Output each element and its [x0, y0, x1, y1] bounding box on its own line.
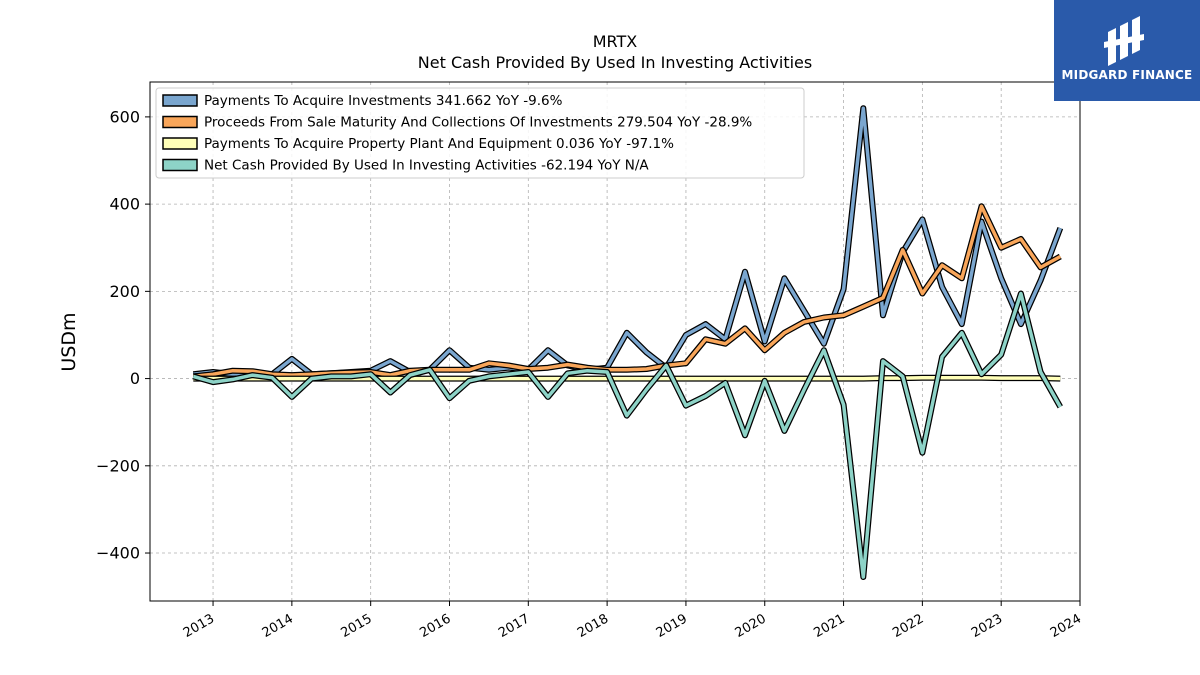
series-line	[192, 291, 1062, 579]
legend-swatch	[162, 115, 198, 129]
x-tick-label: 2019	[654, 611, 690, 641]
legend-entry: Proceeds From Sale Maturity And Collecti…	[204, 115, 752, 131]
legend-entry: Net Cash Provided By Used In Investing A…	[204, 158, 649, 174]
y-tick-label: 0	[130, 369, 140, 388]
series-lines	[192, 105, 1064, 580]
y-tick-label: 600	[109, 107, 140, 126]
y-tick-label: 200	[109, 282, 140, 301]
legend-entry: Payments To Acquire Investments 341.662 …	[204, 93, 563, 109]
legend-box	[155, 87, 805, 179]
midgard-finance-logo: MIDGARD FINANCE	[1054, 0, 1200, 101]
legend-swatch	[162, 137, 198, 150]
x-tick-label: 2021	[811, 611, 847, 641]
x-tick-label: 2023	[969, 611, 1005, 641]
y-axis-label: USDm	[58, 312, 80, 371]
legend-swatch	[162, 94, 198, 107]
y-tick-label: 400	[109, 195, 140, 214]
y-tick-label: −400	[96, 544, 140, 563]
x-tick-label: 2013	[181, 611, 217, 641]
plot-frame	[149, 81, 1081, 602]
x-axis: 2013 2014 2015 2016 2017 2018 2019 2020 2021 2022…	[181, 601, 1084, 641]
x-tick-label: 2014	[260, 611, 296, 641]
series-3	[192, 290, 1063, 580]
chart-title: MRTX	[593, 32, 638, 51]
x-tick-label: 2018	[575, 611, 611, 641]
x-tick-label: 2020	[733, 611, 769, 641]
x-tick-label: 2022	[890, 611, 926, 641]
series-1	[192, 203, 1062, 380]
chart-subtitle: Net Cash Provided By Used In Investing A…	[418, 53, 812, 72]
logo-text: MIDGARD FINANCE	[1061, 68, 1193, 82]
x-tick-label: 2024	[1048, 611, 1084, 641]
series-line	[193, 204, 1062, 379]
legend: Payments To Acquire Investments 341.662 …	[155, 87, 805, 179]
legend-swatch	[162, 158, 198, 172]
y-tick-label: −200	[96, 456, 140, 475]
x-tick-label: 2015	[339, 611, 375, 641]
legend-entry: Payments To Acquire Property Plant And E…	[204, 136, 674, 152]
x-tick-label: 2016	[417, 611, 453, 641]
y-axis: −400 −200 0 200 400 600	[96, 107, 150, 563]
midgard-logo-icon	[1104, 16, 1144, 66]
x-tick-label: 2017	[496, 611, 532, 641]
